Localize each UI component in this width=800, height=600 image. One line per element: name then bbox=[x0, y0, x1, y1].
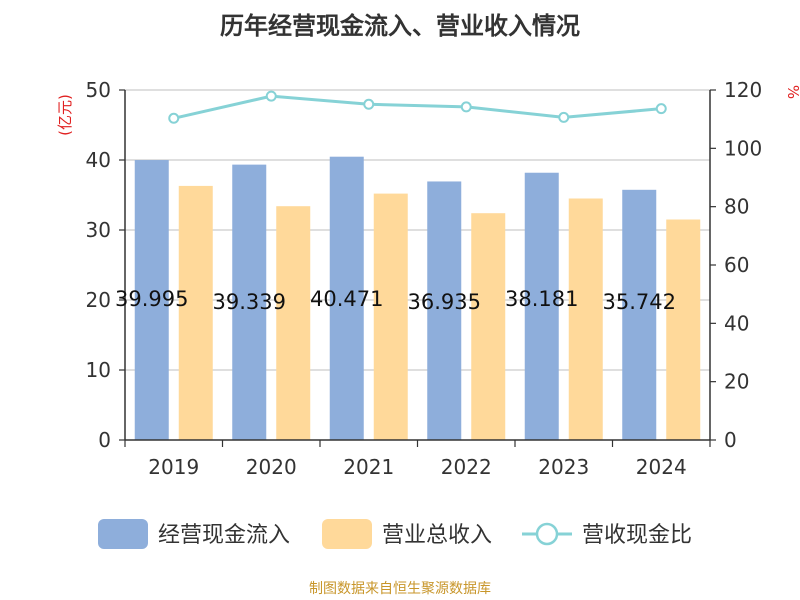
bar-revenue bbox=[666, 219, 701, 440]
y-right-tick-label: 20 bbox=[724, 370, 749, 394]
ratio-point bbox=[655, 103, 667, 115]
y-right-tick-label: 40 bbox=[724, 311, 749, 335]
bar-revenue bbox=[178, 185, 213, 440]
bar-data-label: 39.995 bbox=[115, 287, 188, 311]
ratio-point bbox=[265, 90, 277, 102]
y-left-tick-label: 50 bbox=[86, 78, 111, 102]
bar-data-label: 36.935 bbox=[408, 290, 481, 314]
ratio-point bbox=[460, 101, 472, 113]
legend-label-cash-inflow: 经营现金流入 bbox=[158, 523, 290, 548]
ratio-point bbox=[168, 112, 180, 124]
y-right-tick-label: 60 bbox=[724, 253, 749, 277]
bar-revenue bbox=[471, 213, 506, 440]
y-right-tick-label: 80 bbox=[724, 195, 749, 219]
y-left-tick-label: 20 bbox=[86, 288, 111, 312]
y-left-axis-label: (亿元) bbox=[56, 94, 74, 136]
x-tick-label: 2022 bbox=[441, 455, 492, 479]
ratio-line bbox=[173, 94, 662, 120]
data-source-note: 制图数据来自恒生聚源数据库 bbox=[309, 581, 491, 597]
bar-revenue bbox=[373, 193, 408, 440]
y-left-tick-label: 10 bbox=[86, 358, 111, 382]
bar-cash-inflow bbox=[134, 160, 169, 440]
x-tick-label: 2023 bbox=[538, 455, 589, 479]
y-right-axis-label: % bbox=[784, 85, 800, 99]
legend-swatch-cash-inflow bbox=[98, 519, 148, 549]
x-tick-label: 2019 bbox=[148, 455, 199, 479]
bar-revenue bbox=[568, 198, 603, 440]
bar-cash-inflow bbox=[622, 189, 657, 440]
bar-data-label: 40.471 bbox=[310, 287, 383, 311]
legend-label-ratio: 营收现金比 bbox=[582, 523, 692, 548]
legend-swatch-revenue bbox=[322, 519, 372, 549]
y-right-tick-label: 100 bbox=[724, 136, 762, 160]
bar-data-label: 39.339 bbox=[213, 290, 286, 314]
bar-cash-inflow bbox=[524, 172, 559, 440]
y-left-tick-label: 30 bbox=[86, 218, 111, 242]
x-tick-label: 2021 bbox=[343, 455, 394, 479]
chart-title: 历年经营现金流入、营业收入情况 bbox=[220, 12, 580, 40]
legend-swatch-ratio-marker bbox=[535, 522, 559, 546]
legend-label-revenue: 营业总收入 bbox=[382, 523, 492, 548]
bar-data-label: 35.742 bbox=[603, 290, 676, 314]
bar-cash-inflow bbox=[427, 181, 462, 440]
y-left-tick-label: 40 bbox=[86, 148, 111, 172]
bar-revenue bbox=[276, 206, 311, 440]
bar-cash-inflow bbox=[232, 164, 267, 440]
ratio-point bbox=[558, 111, 570, 123]
x-tick-label: 2024 bbox=[636, 455, 687, 479]
x-tick-label: 2020 bbox=[246, 455, 297, 479]
y-right-tick-label: 0 bbox=[724, 428, 737, 452]
ratio-point bbox=[363, 98, 375, 110]
y-right-tick-label: 120 bbox=[724, 78, 762, 102]
bar-data-label: 38.181 bbox=[505, 287, 578, 311]
bar-cash-inflow bbox=[329, 156, 364, 440]
y-left-tick-label: 0 bbox=[98, 428, 111, 452]
